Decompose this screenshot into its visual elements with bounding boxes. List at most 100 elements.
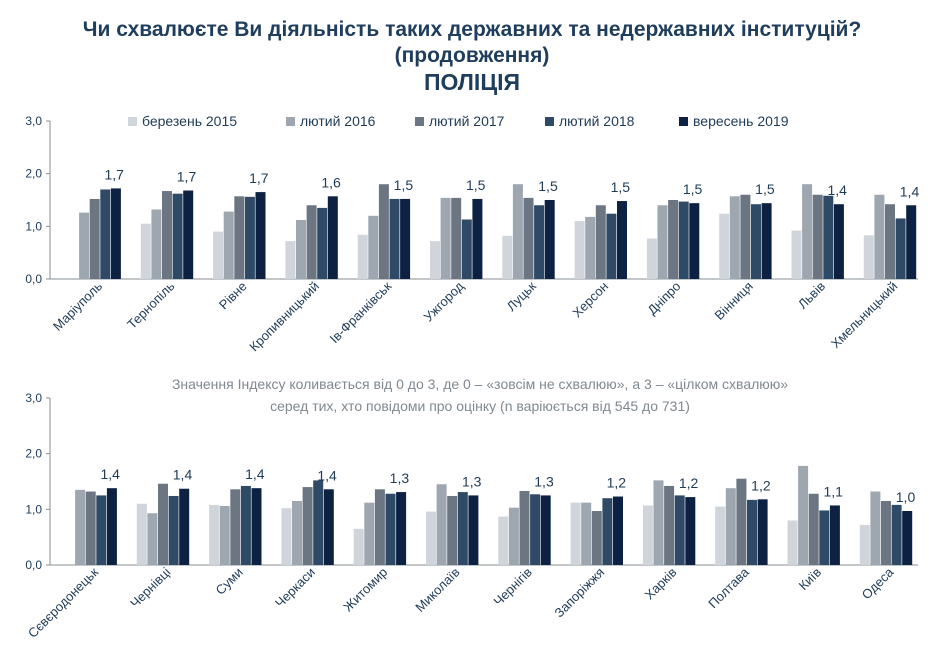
- bar: [183, 190, 194, 279]
- bar: [829, 505, 840, 565]
- bar: [819, 510, 830, 565]
- bar: [244, 196, 255, 279]
- bar: [719, 213, 730, 279]
- chart-1: 0,0 1,0 2,0 3,0 1,7 Маріуполь 1,7 Тернопіль 1,7 Р…: [25, 113, 919, 354]
- category-label: Тернопіль: [124, 278, 177, 331]
- bar: [179, 488, 190, 565]
- bar: [747, 499, 757, 565]
- bar: [136, 503, 147, 565]
- data-label: 1,3: [462, 473, 482, 489]
- data-label: 1,4: [900, 183, 920, 199]
- data-label: 1,5: [538, 178, 558, 194]
- bar: [689, 203, 700, 279]
- bar: [585, 216, 596, 279]
- bar: [106, 488, 117, 565]
- bar: [223, 211, 234, 279]
- bar: [313, 480, 324, 565]
- bar: [168, 495, 179, 565]
- legend-label: березень 2015: [142, 113, 237, 129]
- legend-label: лютий 2017: [429, 113, 505, 129]
- index-note-line2: серед тих, хто повідоми про оцінку (n ва…: [270, 398, 690, 414]
- category-label: Житомир: [340, 565, 390, 615]
- legend-label: лютий 2016: [300, 113, 376, 129]
- bar: [570, 502, 581, 565]
- bar: [736, 478, 747, 565]
- bar: [895, 218, 906, 279]
- bar: [668, 200, 679, 279]
- bar: [751, 204, 761, 279]
- bar: [158, 483, 168, 565]
- data-label: 1,5: [683, 181, 703, 197]
- bar: [219, 505, 230, 565]
- bar: [544, 200, 555, 279]
- bar: [96, 495, 107, 565]
- data-label: 1,7: [249, 170, 269, 186]
- bar: [674, 495, 685, 565]
- category-label: Черкаси: [272, 565, 318, 611]
- bar: [646, 238, 657, 279]
- legend-label: вересень 2019: [693, 113, 789, 129]
- data-label: 1,4: [827, 182, 847, 198]
- bar: [436, 484, 447, 565]
- bar: [296, 220, 306, 279]
- data-label: 1,7: [177, 169, 197, 185]
- bar: [400, 198, 411, 279]
- bar: [512, 184, 523, 279]
- legend-swatch: [679, 117, 688, 126]
- bar: [833, 204, 844, 279]
- bar: [685, 497, 696, 565]
- bar: [292, 500, 302, 565]
- legend: березень 2015 лютий 2016 лютий 2017 лютий 2…: [128, 113, 789, 129]
- bar: [802, 184, 813, 279]
- data-label: 1,5: [394, 177, 414, 193]
- bar: [79, 212, 90, 279]
- bar: [715, 506, 726, 565]
- bar: [440, 197, 451, 279]
- category-label: Одеса: [859, 564, 897, 602]
- bar: [653, 480, 664, 565]
- bar: [426, 511, 436, 565]
- index-note-line1: Значення Індексу коливається від 0 до 3,…: [171, 376, 789, 392]
- category-label: Дніпро: [644, 279, 683, 318]
- data-label: 1,2: [679, 475, 699, 491]
- bar: [540, 495, 551, 565]
- bar: [613, 496, 623, 565]
- category-label: Кропивницький: [246, 279, 322, 355]
- bar: [642, 505, 653, 565]
- bar: [172, 193, 183, 279]
- bar: [606, 213, 617, 279]
- bar: [209, 504, 220, 565]
- bar: [378, 184, 389, 279]
- bar: [787, 520, 798, 565]
- category-label: Рівне: [216, 279, 250, 313]
- bar: [255, 192, 266, 279]
- bar: [798, 465, 809, 565]
- bar: [317, 207, 328, 279]
- y-tick-label: 1,0: [25, 502, 42, 516]
- bar: [534, 205, 545, 279]
- bar: [808, 493, 819, 565]
- y-tick-label: 1,0: [25, 219, 42, 233]
- bar: [523, 197, 534, 279]
- bar: [812, 194, 823, 279]
- category-label: Чернігів: [491, 564, 535, 608]
- legend-swatch: [545, 117, 554, 126]
- bar: [374, 489, 385, 565]
- category-label: Полтава: [705, 564, 752, 611]
- bar: [472, 198, 483, 279]
- bar: [863, 235, 874, 279]
- y-tick-label: 3,0: [25, 391, 42, 405]
- bar: [461, 219, 472, 279]
- data-label: 1,2: [607, 475, 627, 491]
- bar: [757, 499, 768, 565]
- category-label: Миколаїв: [412, 564, 462, 614]
- bar: [151, 209, 162, 279]
- category-label: Сєвєродонецьк: [25, 564, 101, 640]
- page-title: Чи схвалюєте Ви діяльність таких державн…: [82, 18, 862, 41]
- bar: [725, 488, 736, 565]
- data-label: 1,5: [611, 179, 631, 195]
- bar: [147, 513, 158, 565]
- bar: [530, 494, 541, 565]
- bar: [581, 502, 592, 565]
